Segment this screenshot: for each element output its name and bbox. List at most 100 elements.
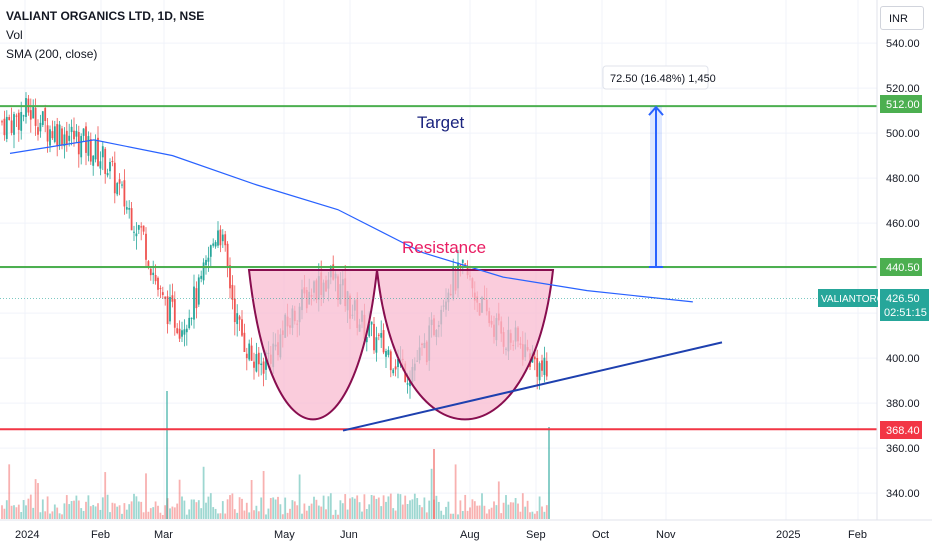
- volume-bar: [255, 505, 258, 519]
- candle-body: [92, 155, 95, 166]
- volume-bar: [526, 500, 529, 519]
- candle-body: [15, 115, 18, 117]
- candle-body: [212, 243, 215, 246]
- volume-bar: [173, 507, 176, 519]
- candle-body: [382, 330, 385, 353]
- volume-bar: [274, 499, 277, 519]
- candle-body: [536, 358, 539, 377]
- time-tick-label: Aug: [460, 529, 480, 541]
- volume-bar: [471, 499, 474, 519]
- volume-bar: [154, 501, 157, 519]
- candle-body: [147, 261, 150, 268]
- price-axis[interactable]: 540.00520.00500.00480.00460.00440.00420.…: [886, 38, 920, 500]
- volume-bar: [233, 509, 236, 519]
- volume-bar: [337, 514, 339, 519]
- volume-bar: [421, 507, 423, 519]
- price-tick-label: 460.00: [886, 218, 920, 230]
- time-tick-label: Mar: [154, 529, 173, 541]
- volume-bar: [272, 497, 275, 519]
- candle-body: [543, 357, 546, 376]
- volume-bar: [200, 508, 203, 519]
- candle-body: [157, 277, 159, 290]
- candle-body: [1, 121, 3, 123]
- candle-body: [171, 295, 174, 302]
- volume-bar: [325, 509, 327, 519]
- candle-body: [13, 114, 15, 135]
- candle-body: [22, 115, 25, 117]
- resistance-label: Resistance: [402, 238, 486, 257]
- candle-body: [80, 136, 83, 158]
- candle-body: [44, 107, 47, 121]
- volume-bar: [101, 497, 104, 519]
- candle-body: [229, 265, 231, 289]
- volume-bar: [341, 503, 344, 519]
- volume-bar: [279, 504, 282, 519]
- volume-bar: [159, 512, 162, 519]
- volume-bar: [298, 474, 301, 519]
- candle-body: [82, 128, 85, 136]
- candle-body: [178, 328, 181, 339]
- volume-bar: [521, 493, 524, 519]
- candle-body: [459, 265, 462, 267]
- candle-body: [200, 275, 203, 279]
- volume-bar: [229, 495, 231, 519]
- candle-body: [193, 286, 195, 320]
- candle-body: [154, 274, 157, 282]
- candle-body: [161, 292, 164, 296]
- volume-bar: [27, 498, 30, 519]
- candle-body: [164, 296, 167, 299]
- candle-body: [238, 316, 241, 320]
- candle-body: [169, 296, 171, 322]
- volume-bar: [447, 501, 450, 519]
- candle-body: [253, 361, 255, 368]
- volume-bar: [68, 504, 71, 519]
- volume-bar: [245, 502, 248, 519]
- candle-body: [265, 352, 267, 370]
- volume-bar: [53, 504, 56, 519]
- time-tick-label: Sep: [526, 529, 546, 541]
- volume-bar: [406, 504, 409, 519]
- time-tick-label: Oct: [592, 529, 609, 541]
- volume-bar: [49, 513, 51, 519]
- volume-bar: [58, 513, 61, 519]
- volume-bar: [346, 509, 349, 519]
- volume-bar: [10, 505, 13, 519]
- candle-body: [166, 296, 169, 325]
- volume-bar: [56, 507, 59, 519]
- candle-body: [29, 110, 32, 120]
- volume-bar: [63, 503, 66, 519]
- cup-shape: [247, 269, 379, 421]
- volume-bar: [209, 493, 212, 519]
- candle-body: [397, 359, 399, 368]
- candle-body: [205, 259, 207, 266]
- currency-button[interactable]: INR: [880, 6, 924, 30]
- measure-label: 72.50 (16.48%) 1,450: [610, 73, 716, 85]
- time-axis[interactable]: 2024 Feb Mar May Jun Aug Sep Oct Nov 2025 Feb: [15, 529, 867, 541]
- candle-body: [375, 337, 378, 353]
- volume-bar: [130, 501, 133, 519]
- volume-bar: [135, 496, 138, 519]
- candle-body: [538, 363, 541, 381]
- volume-bar: [214, 508, 217, 519]
- volume-bar: [507, 504, 510, 519]
- volume-bar: [25, 505, 27, 519]
- volume-bar: [197, 500, 200, 519]
- price-tick-label: 540.00: [886, 38, 920, 50]
- volume-bar: [17, 504, 20, 519]
- volume-bar: [73, 500, 75, 519]
- price-tick-label: 480.00: [886, 173, 920, 185]
- volume-bar: [495, 505, 498, 519]
- candle-body: [365, 336, 368, 343]
- candle-body: [209, 245, 212, 257]
- volume-bar: [315, 499, 318, 519]
- volume-bar: [253, 510, 255, 519]
- volume-bar: [5, 500, 8, 519]
- volume-bar: [257, 511, 260, 519]
- volume-bar: [394, 510, 397, 519]
- candle-body: [63, 134, 66, 147]
- candle-body: [236, 313, 239, 325]
- volume-bar: [269, 498, 272, 519]
- candle-body: [545, 360, 548, 377]
- volume-bar: [497, 481, 500, 519]
